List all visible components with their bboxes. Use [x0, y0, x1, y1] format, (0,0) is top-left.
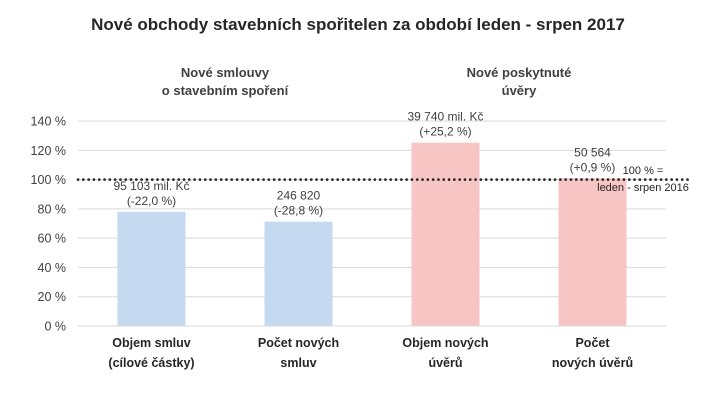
data-label-line: (-28,8 %) — [274, 204, 323, 218]
reference-line-label-line: 100 % = — [623, 165, 664, 177]
reference-line-label-line: leden - srpen 2016 — [597, 182, 689, 194]
data-label-line: 39 740 mil. Kč — [407, 110, 483, 124]
data-label-line: 50 564 — [574, 145, 611, 159]
data-label-line: (+25,2 %) — [419, 125, 471, 139]
y-tick-label: 60 % — [38, 232, 67, 246]
x-tick-label: Objem nových úvěrů — [402, 336, 488, 370]
x-tick-label: Počet nových úvěrů — [552, 336, 633, 370]
data-label: 95 103 mil. Kč (-22,0 %) — [113, 179, 189, 208]
group-label-line: o stavebním spoření — [162, 83, 289, 98]
data-label-line: (+0,9 %) — [570, 160, 616, 174]
group-labels: Nové smlouvy o stavebním spoření Nové posk… — [162, 65, 572, 98]
bar — [558, 178, 627, 326]
y-tick-label: 100 % — [31, 173, 66, 187]
x-tick-label-line: (cílové částky) — [108, 356, 194, 370]
x-tick-label-line: nových úvěrů — [552, 356, 633, 370]
x-tick-label-line: Objem nových — [402, 336, 488, 350]
reference-line-label: 100 % = leden - srpen 2016 — [597, 165, 689, 194]
y-tick-label: 80 % — [38, 202, 67, 216]
data-label: 246 820 (-28,8 %) — [274, 189, 323, 218]
x-tick-label-line: smluv — [280, 356, 316, 370]
y-tick-label: 40 % — [38, 261, 67, 275]
x-tick-label-line: Počet nových — [258, 336, 339, 350]
x-tick-label-line: Počet — [575, 336, 610, 350]
group-label-line: Nové poskytnuté — [467, 65, 572, 80]
data-label-line: (-22,0 %) — [127, 194, 176, 208]
chart-title: Nové obchody stavebních spořitelen za ob… — [91, 15, 625, 34]
y-tick-label: 20 % — [38, 290, 67, 304]
group-label: Nové smlouvy o stavebním spoření — [162, 65, 289, 98]
bar — [411, 142, 480, 326]
data-label: 39 740 mil. Kč (+25,2 %) — [407, 110, 483, 139]
group-label-line: úvěry — [502, 83, 537, 98]
y-tick-label: 0 % — [44, 320, 66, 334]
group-label-line: Nové smlouvy — [181, 65, 270, 80]
reference-line-group: 100 % = leden - srpen 2016 — [76, 165, 692, 194]
x-tick-label: Objem smluv (cílové částky) — [108, 336, 194, 370]
bars — [117, 142, 627, 326]
y-tick-label: 120 % — [31, 144, 66, 158]
data-label: 50 564 (+0,9 %) — [570, 145, 616, 174]
x-tick-label: Počet nových smluv — [258, 336, 339, 370]
x-tick-label-line: Objem smluv — [112, 336, 191, 350]
bar — [264, 221, 333, 326]
x-axis: Objem smluv (cílové částky) Počet nových sm… — [78, 325, 666, 370]
bar — [117, 211, 186, 326]
data-label-line: 246 820 — [277, 189, 321, 203]
data-labels: 95 103 mil. Kč (-22,0 %) 246 820 (-28,8 %) 3… — [113, 110, 615, 218]
x-tick-label-line: úvěrů — [428, 356, 462, 370]
data-label-line: 95 103 mil. Kč — [113, 179, 189, 193]
y-tick-label: 140 % — [31, 115, 66, 129]
group-label: Nové poskytnuté úvěry — [467, 65, 572, 98]
y-axis: 0 % 20 % 40 % 60 % 80 % 100 % 120 % 140 % — [31, 115, 66, 334]
